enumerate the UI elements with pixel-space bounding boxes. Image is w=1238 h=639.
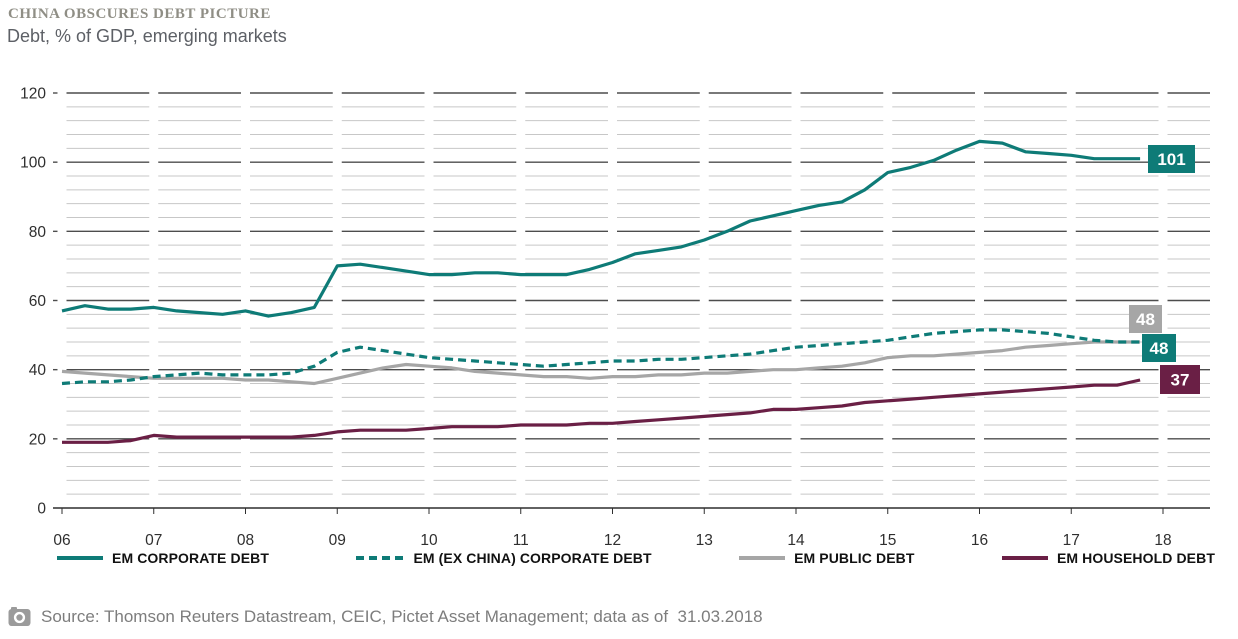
y-tick-label: 120	[20, 86, 46, 103]
series-em-public-debt	[61, 340, 1141, 386]
value-label-box-48	[1142, 334, 1176, 362]
legend-item-em-public-debt: EM PUBLIC DEBT	[739, 550, 914, 566]
camera-icon	[8, 607, 31, 627]
chart-legend: EM CORPORATE DEBT EM (EX CHINA) CORPORAT…	[57, 546, 1215, 570]
legend-label: EM HOUSEHOLD DEBT	[1056, 550, 1215, 566]
y-tick-label: 40	[29, 362, 47, 379]
y-tick-label: 80	[29, 224, 47, 241]
value-label-text: 101	[1157, 150, 1185, 169]
value-label-text: 48	[1136, 310, 1155, 329]
x-tick-label: 16	[971, 532, 988, 549]
legend-label: EM CORPORATE DEBT	[112, 550, 269, 566]
source-row: Source: Thomson Reuters Datastream, CEIC…	[8, 607, 763, 627]
legend-label: EM PUBLIC DEBT	[794, 550, 915, 566]
legend-label: EM (EX CHINA) CORPORATE DEBT	[413, 550, 652, 566]
x-tick-label: 09	[329, 532, 346, 549]
value-label-box-101	[1148, 145, 1195, 173]
chart-subtitle: Debt, % of GDP, emerging markets	[7, 26, 287, 46]
legend-item-em-household-debt: EM HOUSEHOLD DEBT	[1001, 550, 1215, 566]
solid-gray-line-swatch	[739, 556, 786, 560]
series-em-corporate-debt	[61, 139, 1141, 318]
legend-item-em-ex-china-corporate-debt: EM (EX CHINA) CORPORATE DEBT	[356, 550, 652, 566]
y-tick-label: 100	[20, 155, 46, 172]
solid-maroon-line-swatch	[1001, 556, 1048, 560]
value-label-text: 37	[1171, 371, 1190, 390]
solid-teal-line-swatch	[57, 556, 103, 560]
series-em-ex-china-corporate-debt	[61, 328, 1141, 386]
legend-item-em-corporate-debt: EM CORPORATE DEBT	[57, 550, 269, 566]
x-tick-label: 18	[1154, 532, 1171, 549]
x-tick-label: 13	[696, 532, 713, 549]
y-tick-label: 60	[29, 293, 47, 310]
series-em-household-debt	[62, 378, 1141, 444]
x-tick-label: 11	[513, 532, 529, 549]
x-tick-label: 12	[604, 532, 621, 549]
x-tick-label: 07	[145, 532, 162, 549]
value-label-text: 48	[1150, 339, 1169, 358]
chart-kicker: CHINA OBSCURES DEBT PICTURE	[8, 6, 271, 22]
value-label-box-48	[1129, 305, 1162, 333]
value-label-box-37	[1160, 365, 1200, 394]
x-tick-label: 06	[53, 532, 70, 549]
x-tick-label: 15	[879, 532, 896, 549]
x-tick-label: 10	[420, 532, 438, 549]
y-tick-label: 0	[37, 501, 46, 518]
x-tick-label: 14	[787, 532, 805, 549]
dashed-teal-line-swatch	[356, 556, 405, 560]
y-tick-label: 20	[29, 431, 47, 448]
x-tick-label: 17	[1063, 532, 1080, 549]
source-text: Source: Thomson Reuters Datastream, CEIC…	[41, 607, 763, 626]
x-tick-label: 08	[237, 532, 254, 549]
